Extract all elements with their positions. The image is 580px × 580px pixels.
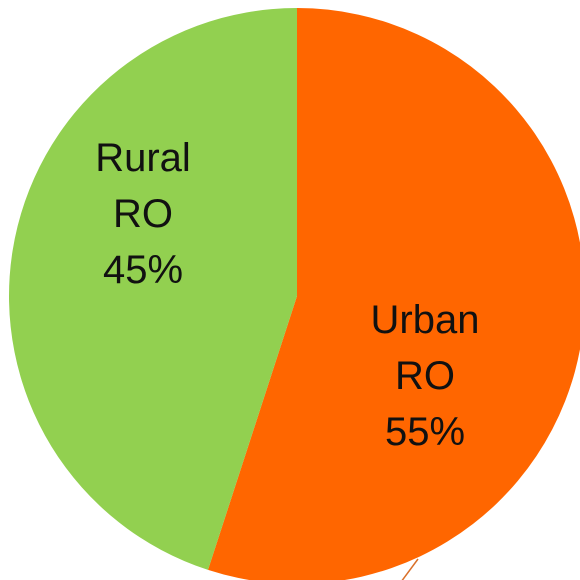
pie-slice [208, 8, 580, 580]
labels: Urban RO 55% Rural RO 45% [95, 136, 479, 454]
leader-line [401, 558, 419, 580]
pie-slice [8, 8, 297, 570]
pie [8, 8, 580, 580]
value-label: 45% [103, 248, 183, 292]
category-label: Urban RO [371, 298, 480, 398]
category-label: Rural RO [95, 136, 191, 236]
value-label: 55% [385, 410, 465, 454]
